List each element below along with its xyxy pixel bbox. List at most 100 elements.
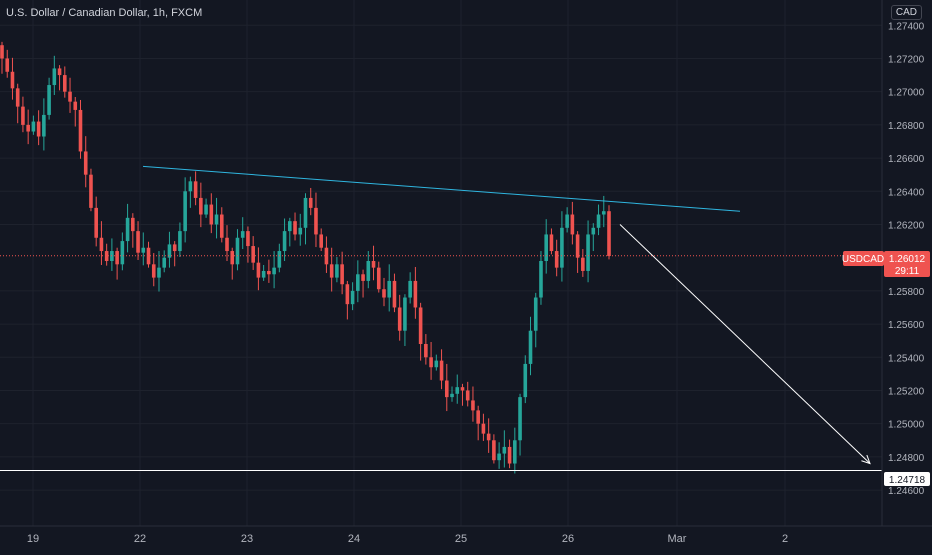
price-tick-label: 1.25400 — [888, 353, 925, 364]
price-tick-label: 1.24600 — [888, 486, 925, 497]
candle-body — [57, 68, 62, 76]
candle-body — [460, 387, 465, 391]
candle-countdown: 29:11 — [895, 266, 920, 277]
candle-body — [162, 257, 167, 268]
candle-body — [68, 91, 72, 102]
candle-body — [607, 211, 611, 257]
candle-body — [225, 237, 229, 252]
candle-body — [99, 237, 104, 252]
candle-body — [507, 446, 512, 464]
candle-body — [157, 267, 161, 278]
candle-body — [246, 231, 250, 247]
candle-body — [361, 274, 365, 281]
candle-body — [193, 181, 198, 198]
candle-body — [209, 204, 214, 225]
candle-body — [125, 217, 130, 242]
candle-body — [444, 380, 449, 398]
candle-body — [486, 433, 491, 441]
candle-body — [219, 214, 224, 238]
candle-body — [350, 290, 355, 305]
candle-body — [256, 262, 261, 278]
candle-body — [601, 211, 606, 215]
price-tick-label: 1.26200 — [888, 220, 925, 231]
candle-body — [83, 151, 88, 175]
candle-body — [502, 446, 507, 454]
candle-body — [376, 267, 381, 290]
time-tick-label: 26 — [562, 533, 574, 545]
candle-body — [581, 257, 585, 271]
candle-body — [261, 270, 266, 278]
candle-body — [450, 393, 454, 398]
candle-body — [481, 423, 486, 434]
time-axis[interactable] — [0, 526, 932, 550]
arrow-head — [861, 454, 871, 465]
candle-body — [151, 264, 156, 278]
price-badge — [884, 251, 930, 277]
price-tick-label: 1.27200 — [888, 54, 925, 65]
candle-body — [120, 241, 125, 265]
candle-body — [146, 247, 151, 265]
candle-body — [471, 400, 475, 411]
symbol-label: USDCAD — [842, 254, 884, 265]
candle-body — [89, 174, 93, 208]
candle-body — [565, 214, 569, 228]
candle-body — [434, 360, 439, 368]
candle-body — [528, 330, 533, 364]
candle-body — [267, 270, 271, 275]
candle-body — [204, 204, 208, 215]
currency-button[interactable]: CAD — [890, 5, 922, 20]
candle-body — [392, 280, 397, 308]
candle-body — [523, 363, 528, 398]
time-tick-label: Mar — [668, 533, 687, 545]
candle-body — [26, 124, 30, 132]
arrow-shaft — [619, 224, 871, 464]
candle-body — [413, 280, 418, 308]
candle-body — [439, 360, 444, 381]
candle-body — [539, 261, 543, 298]
candle-body — [418, 307, 423, 344]
grid-lines — [0, 0, 882, 526]
candle-body — [429, 357, 433, 368]
candlestick-series — [0, 41, 611, 474]
candle-body — [586, 234, 590, 271]
support-label: 1.24718 — [884, 472, 930, 486]
time-tick-label: 25 — [455, 533, 467, 545]
candle-body — [424, 344, 428, 358]
candle-body — [335, 264, 339, 278]
candle-body — [371, 261, 376, 268]
candle-body — [141, 247, 146, 253]
candle-body — [73, 101, 78, 110]
candle-body — [518, 397, 522, 441]
candle-body — [298, 227, 303, 235]
support-value: 1.24718 — [889, 475, 926, 486]
candle-body — [52, 68, 57, 86]
candle-body — [387, 280, 392, 298]
candle-body — [492, 440, 496, 461]
candle-body — [47, 85, 51, 115]
candle-body — [549, 234, 554, 252]
candle-body — [172, 244, 177, 252]
candle-body — [15, 88, 20, 107]
candle-body — [455, 387, 460, 394]
candle-body — [591, 227, 596, 235]
candle-body — [497, 453, 501, 461]
candle-body — [0, 45, 4, 59]
candle-body — [10, 71, 15, 89]
candle-body — [288, 221, 292, 232]
price-tick-label: 1.25200 — [888, 386, 925, 397]
projection-arrow[interactable] — [619, 224, 871, 465]
candle-body — [340, 264, 344, 285]
time-axis-labels: 19 22 23 24 25 26 Mar 2 — [27, 533, 788, 545]
price-tick-label: 1.27000 — [888, 88, 925, 99]
candle-body — [319, 234, 323, 248]
candle-body — [21, 106, 25, 125]
candle-body — [570, 214, 575, 235]
candle-body — [282, 231, 287, 252]
candle-body — [544, 234, 549, 261]
trend-line[interactable] — [142, 165, 741, 212]
candle-body — [533, 297, 538, 331]
candle-body — [36, 121, 41, 137]
price-tick-label: 1.26600 — [888, 154, 925, 165]
